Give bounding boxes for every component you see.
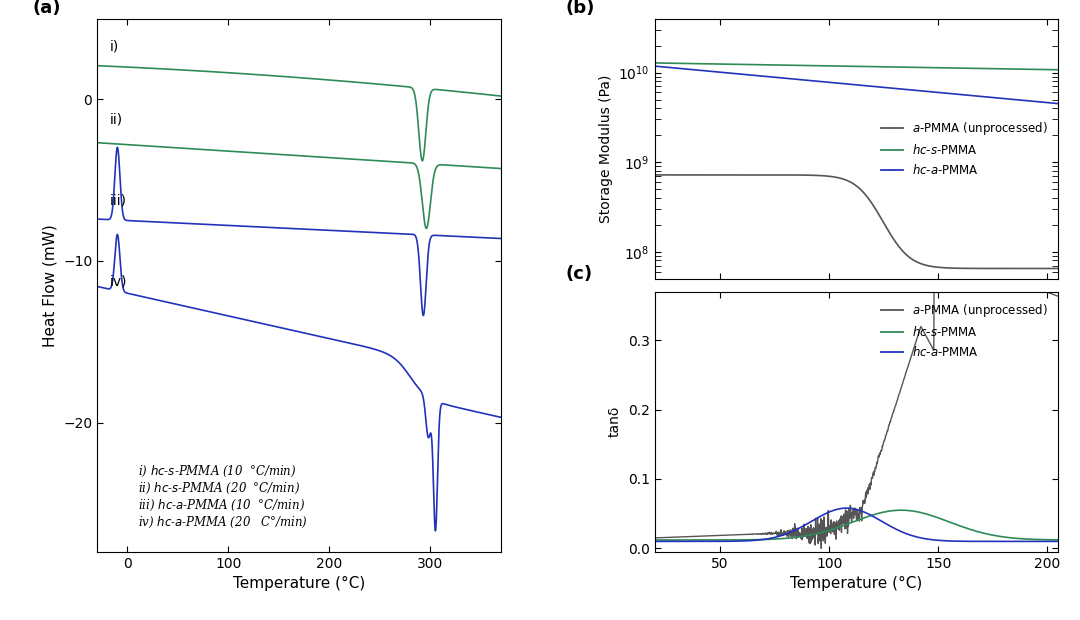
- Text: ii): ii): [109, 113, 122, 126]
- X-axis label: Temperature (°C): Temperature (°C): [791, 576, 922, 591]
- Text: (a): (a): [32, 0, 62, 17]
- Y-axis label: Storage Modulus (Pa): Storage Modulus (Pa): [598, 74, 612, 223]
- Text: iii): iii): [109, 193, 126, 208]
- Y-axis label: tanδ: tanδ: [608, 406, 622, 438]
- X-axis label: Temperature (°C): Temperature (°C): [233, 576, 365, 591]
- Text: i) $hc$-$s$-PMMA (10  °C/min)
ii) $hc$-$s$-PMMA (20  °C/min)
iii) $hc$-$a$-PMMA : i) $hc$-$s$-PMMA (10 °C/min) ii) $hc$-$s…: [137, 464, 308, 531]
- Text: i): i): [109, 40, 119, 54]
- Text: iv): iv): [109, 274, 126, 288]
- Y-axis label: Heat Flow (mW): Heat Flow (mW): [42, 224, 57, 347]
- Legend: $a$-PMMA (unprocessed), $hc$-$s$-PMMA, $hc$-$a$-PMMA: $a$-PMMA (unprocessed), $hc$-$s$-PMMA, $…: [877, 298, 1053, 364]
- Text: (b): (b): [566, 0, 595, 17]
- Legend: $a$-PMMA (unprocessed), $hc$-$s$-PMMA, $hc$-$a$-PMMA: $a$-PMMA (unprocessed), $hc$-$s$-PMMA, $…: [877, 115, 1053, 182]
- Text: (c): (c): [566, 265, 593, 283]
